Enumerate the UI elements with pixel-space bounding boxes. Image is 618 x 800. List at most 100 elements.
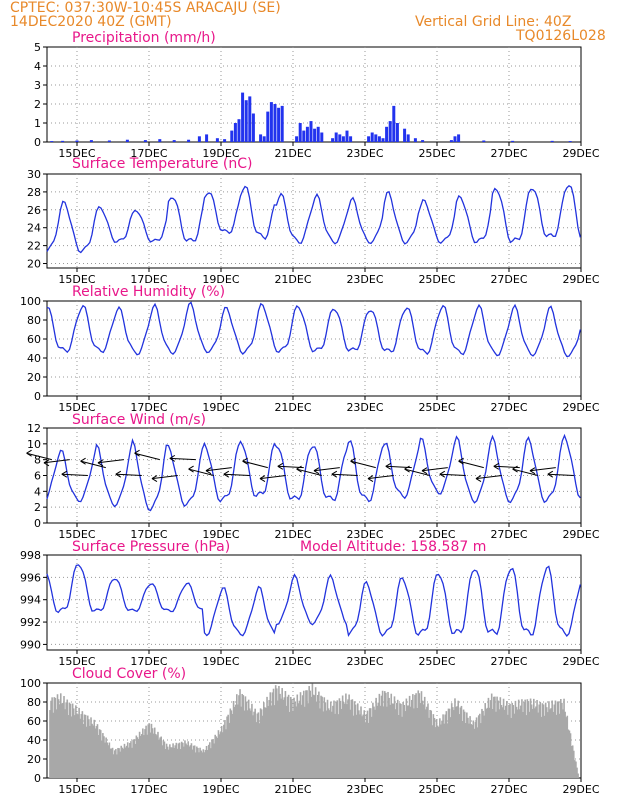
cloud-bar [484,703,487,778]
cloud-bar [145,725,147,778]
cloud-bar [474,722,477,778]
cloud-bar [392,703,395,778]
cloud-bar [227,714,229,778]
cloud-bar [146,734,148,778]
y-tick-label: 990 [20,638,41,651]
cloud-bar [319,708,321,778]
cloud-bar [453,710,455,778]
cloud-bar [272,688,275,778]
cloud-bar [456,706,458,778]
x-tick-label: 29DEC [562,273,599,286]
precip-bar [241,92,245,142]
cloud-bar [315,701,318,778]
cloud-bar [245,701,248,778]
cloud-bar [137,739,140,778]
cloud-bar [483,715,485,778]
panel-annotation: Model Altitude: 158.587 m [300,539,486,555]
cloud-bar [190,743,193,778]
cloud-bar [381,690,384,778]
cloud-bar [312,694,315,778]
cloud-bar [530,704,533,778]
cloud-bar [265,707,267,778]
cloud-bar [508,704,510,778]
precip-bar [273,104,277,142]
wind-arrow-head [259,475,266,480]
cloud-bar [369,708,372,778]
x-tick-label: 29DEC [562,783,599,796]
cloud-bar [213,743,215,778]
cloud-bar [218,734,221,778]
wind-arrow-head [313,467,320,472]
cloud-bar [226,716,228,778]
cloud-bar [242,695,245,778]
cloud-bar [338,698,341,778]
x-tick-label: 25DEC [418,401,455,414]
precip-bar [298,123,302,142]
cloud-bar [299,692,302,778]
cloud-bar [567,729,570,778]
wind-arrow [421,467,448,472]
x-tick-label: 29DEC [562,147,599,160]
cloud-bar [173,747,175,778]
y-tick-label: 8 [34,454,41,467]
precip-bar [511,140,515,142]
wind-arrow-head [205,467,212,472]
precip-bar [334,132,338,142]
panel-1: 0 1 2 3 4 5 15DEC 17DEC 19DEC 21DEC 23DEC 25DEC 27DE… [34,30,600,160]
precip-bar [370,132,374,142]
cloud-bar [108,742,111,778]
cloud-bar [364,722,367,778]
precip-bar [381,138,385,142]
wind-arrow-head [223,473,230,478]
cloud-bar [513,713,516,778]
cloud-bar [452,707,454,778]
x-tick-label: 27DEC [490,655,527,668]
precip-bar [367,136,371,142]
cloud-bar [555,714,558,778]
x-tick-label: 25DEC [418,783,455,796]
x-tick-label: 15DEC [58,655,95,668]
cloud-bar [329,701,332,778]
wind-arrow-head [439,470,446,475]
cloud-bar [431,725,434,778]
cloud-bar [568,730,571,778]
cloud-bar [88,719,90,778]
y-tick-label: 6 [34,470,41,483]
cloud-bar [472,720,475,778]
cloud-bar [92,725,94,778]
cloud-bar [529,698,532,778]
cloud-bar [177,743,180,778]
cloud-bar [199,747,201,778]
cloud-bar [129,742,131,778]
precip-bar [280,105,284,142]
cloud-bar [239,689,241,778]
cloud-bar [516,709,519,778]
cloud-bar [97,734,100,778]
wind-arrow-head [512,468,518,473]
cloud-bar [462,709,465,778]
cloud-bar [523,702,525,778]
cloud-bar [286,696,289,778]
wind-arrow-head [404,468,410,473]
cloud-bar [136,737,139,778]
cloud-bar [283,697,286,778]
panel-title: Precipitation (mm/h) [72,30,216,46]
cloud-bar [455,706,457,778]
cloud-bar [536,699,538,778]
wind-arrow-head [277,462,284,467]
cloud-bar [236,694,238,778]
cloud-bar [493,696,495,778]
cloud-bar [103,736,105,778]
cloud-bar [237,704,239,778]
x-tick-label: 23DEC [346,783,383,796]
wind-arrow-head [367,478,374,483]
cloud-bar [360,706,362,778]
cloud-bar [480,723,482,778]
cloud-bar [380,695,383,778]
wind-arrow-head [97,462,104,467]
cloud-bar [537,712,539,778]
precip-bar [223,139,227,142]
cloud-bar [270,705,273,778]
precip-bar [302,130,306,142]
cloud-bar [71,703,74,778]
